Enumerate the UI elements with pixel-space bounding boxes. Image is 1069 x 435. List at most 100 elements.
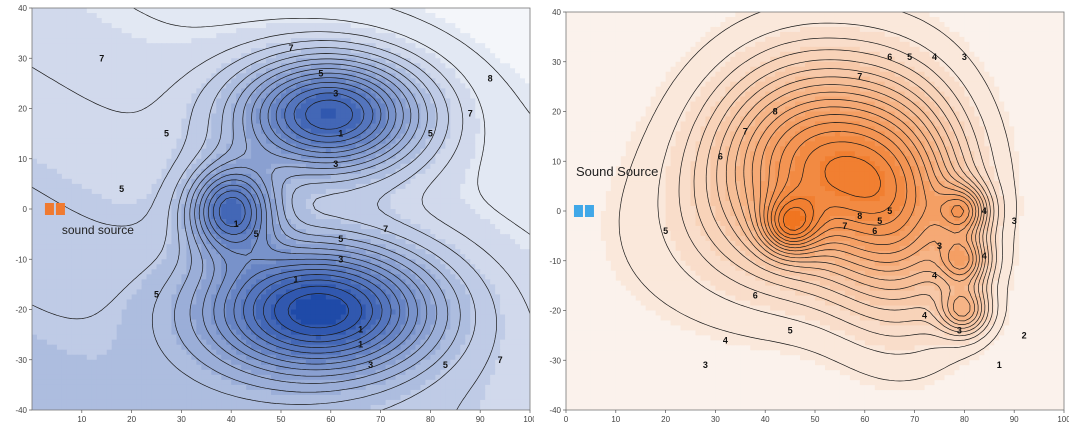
left-contour-label: 7 [288, 43, 293, 53]
right-x-tick-label: 50 [811, 415, 820, 424]
right-contour-label: 4 [982, 206, 987, 216]
left-contour-label: 3 [333, 88, 338, 98]
left-x-tick-label: 80 [426, 415, 435, 424]
right-x-tick-label: 60 [860, 415, 869, 424]
left-y-tick-label: -20 [15, 306, 27, 315]
right-contour-label: 4 [932, 271, 937, 281]
left-contour-label: 1 [358, 340, 363, 350]
right-contour-label: 2 [1022, 330, 1027, 340]
left-x-tick-label: 100 [523, 415, 534, 424]
chart-left-blue-contour: 102030405060708090100403020100-10-20-30-… [0, 0, 534, 430]
right-contour-label: 5 [788, 325, 793, 335]
right-x-tick-label: 40 [761, 415, 770, 424]
right-contour-label: 5 [907, 52, 912, 62]
left-x-tick-label: 20 [127, 415, 136, 424]
left-contour-label: 1 [293, 274, 298, 284]
left-contour-label: 1 [338, 129, 343, 139]
left-x-tick-label: 50 [277, 415, 286, 424]
left-contour-label: 5 [318, 68, 323, 78]
left-x-tick-label: 40 [227, 415, 236, 424]
right-x-tick-label: 80 [960, 415, 969, 424]
right-contour-label: 6 [718, 151, 723, 161]
left-contour-label: 1 [358, 325, 363, 335]
right-y-tick-label: -40 [549, 406, 561, 415]
right-contour-label: 3 [937, 241, 942, 251]
left-contour-label: 5 [428, 129, 433, 139]
right-sound-source-marker [574, 205, 583, 217]
right-contour-label: 5 [663, 226, 668, 236]
left-contour-fill [32, 8, 531, 411]
right-contour-label: 6 [887, 52, 892, 62]
right-contour-label: 7 [842, 221, 847, 231]
right-y-tick-label: -30 [549, 356, 561, 365]
right-sound-source-label: Sound Source [576, 164, 658, 179]
left-contour-label: 3 [338, 254, 343, 264]
left-contour-label: 3 [368, 360, 373, 370]
left-y-tick-label: -30 [15, 356, 27, 365]
left-contour-label: 8 [488, 73, 493, 83]
left-y-tick-label: -10 [15, 255, 27, 264]
right-y-tick-label: 40 [552, 8, 561, 17]
left-contour-label: 7 [99, 53, 104, 63]
left-sound-source-marker [56, 203, 65, 215]
left-x-tick-label: 90 [476, 415, 485, 424]
left-contour-label: 7 [498, 355, 503, 365]
right-x-tick-label: 100 [1057, 415, 1069, 424]
left-y-tick-label: 30 [18, 54, 27, 63]
right-y-tick-label: 10 [552, 157, 561, 166]
chart-left-svg: 102030405060708090100403020100-10-20-30-… [0, 0, 534, 430]
right-contour-label: 7 [743, 126, 748, 136]
right-x-tick-label: 10 [611, 415, 620, 424]
right-contour-label: 6 [872, 226, 877, 236]
right-x-tick-label: 90 [1010, 415, 1019, 424]
right-contour-label: 3 [1012, 216, 1017, 226]
right-y-tick-label: -20 [549, 307, 561, 316]
right-contour-label: 3 [957, 325, 962, 335]
right-x-tick-label: 30 [711, 415, 720, 424]
right-contour-label: 5 [877, 216, 882, 226]
right-contour-label: 6 [753, 291, 758, 301]
left-contour-label: 3 [333, 159, 338, 169]
left-contour-label: 7 [383, 224, 388, 234]
right-contour-label: 3 [703, 360, 708, 370]
left-y-tick-label: 10 [18, 155, 27, 164]
left-contour-label: 1 [234, 219, 239, 229]
left-y-tick-label: -40 [15, 406, 27, 415]
right-y-tick-label: 0 [557, 207, 562, 216]
right-contour-fill [566, 12, 1065, 411]
left-contour-label: 7 [468, 109, 473, 119]
right-sound-source-marker [585, 205, 594, 217]
right-x-tick-label: 20 [661, 415, 670, 424]
right-contour-label: 5 [887, 206, 892, 216]
left-y-tick-label: 20 [18, 105, 27, 114]
left-sound-source-marker [45, 203, 54, 215]
right-contour-label: 8 [773, 107, 778, 117]
right-contour-label: 3 [962, 52, 967, 62]
left-y-tick-label: 40 [18, 4, 27, 13]
right-y-tick-label: -10 [549, 257, 561, 266]
left-contour-label: 5 [443, 360, 448, 370]
right-contour-label: 4 [723, 335, 728, 345]
right-x-tick-label: 0 [564, 415, 569, 424]
left-contour-label: 5 [338, 234, 343, 244]
left-contour-label: 5 [154, 289, 159, 299]
right-x-tick-label: 70 [910, 415, 919, 424]
left-sound-source-label: sound source [62, 223, 134, 237]
right-contour-label: 4 [932, 52, 937, 62]
left-x-tick-label: 70 [376, 415, 385, 424]
right-y-tick-label: 20 [552, 108, 561, 117]
left-y-tick-label: 0 [23, 205, 28, 214]
left-contour-label: 5 [119, 184, 124, 194]
right-contour-label: 4 [922, 310, 927, 320]
right-contour-label: 8 [857, 211, 862, 221]
right-contour-label: 7 [857, 72, 862, 82]
left-contour-label: 5 [254, 229, 259, 239]
left-contour-label: 5 [164, 129, 169, 139]
left-x-tick-label: 10 [77, 415, 86, 424]
right-contour-label: 4 [982, 251, 987, 261]
left-x-tick-label: 60 [326, 415, 335, 424]
right-contour-label: 1 [997, 360, 1002, 370]
left-x-tick-label: 30 [177, 415, 186, 424]
